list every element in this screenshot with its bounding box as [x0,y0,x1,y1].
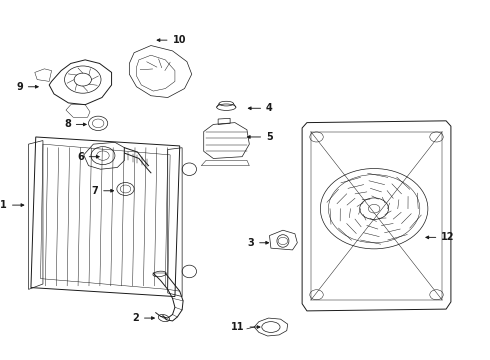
Text: 5: 5 [247,132,273,142]
Text: 1: 1 [0,200,24,210]
Text: 8: 8 [64,120,86,129]
Text: 2: 2 [132,313,154,323]
Text: 4: 4 [248,103,273,113]
Bar [311,132,442,300]
Text: 9: 9 [16,82,38,92]
Text: 10: 10 [157,35,186,45]
Text: 3: 3 [247,238,269,248]
Text: 6: 6 [77,152,99,162]
Text: 12: 12 [426,232,455,242]
Text: 11: 11 [231,322,260,332]
Text: 7: 7 [92,186,114,196]
